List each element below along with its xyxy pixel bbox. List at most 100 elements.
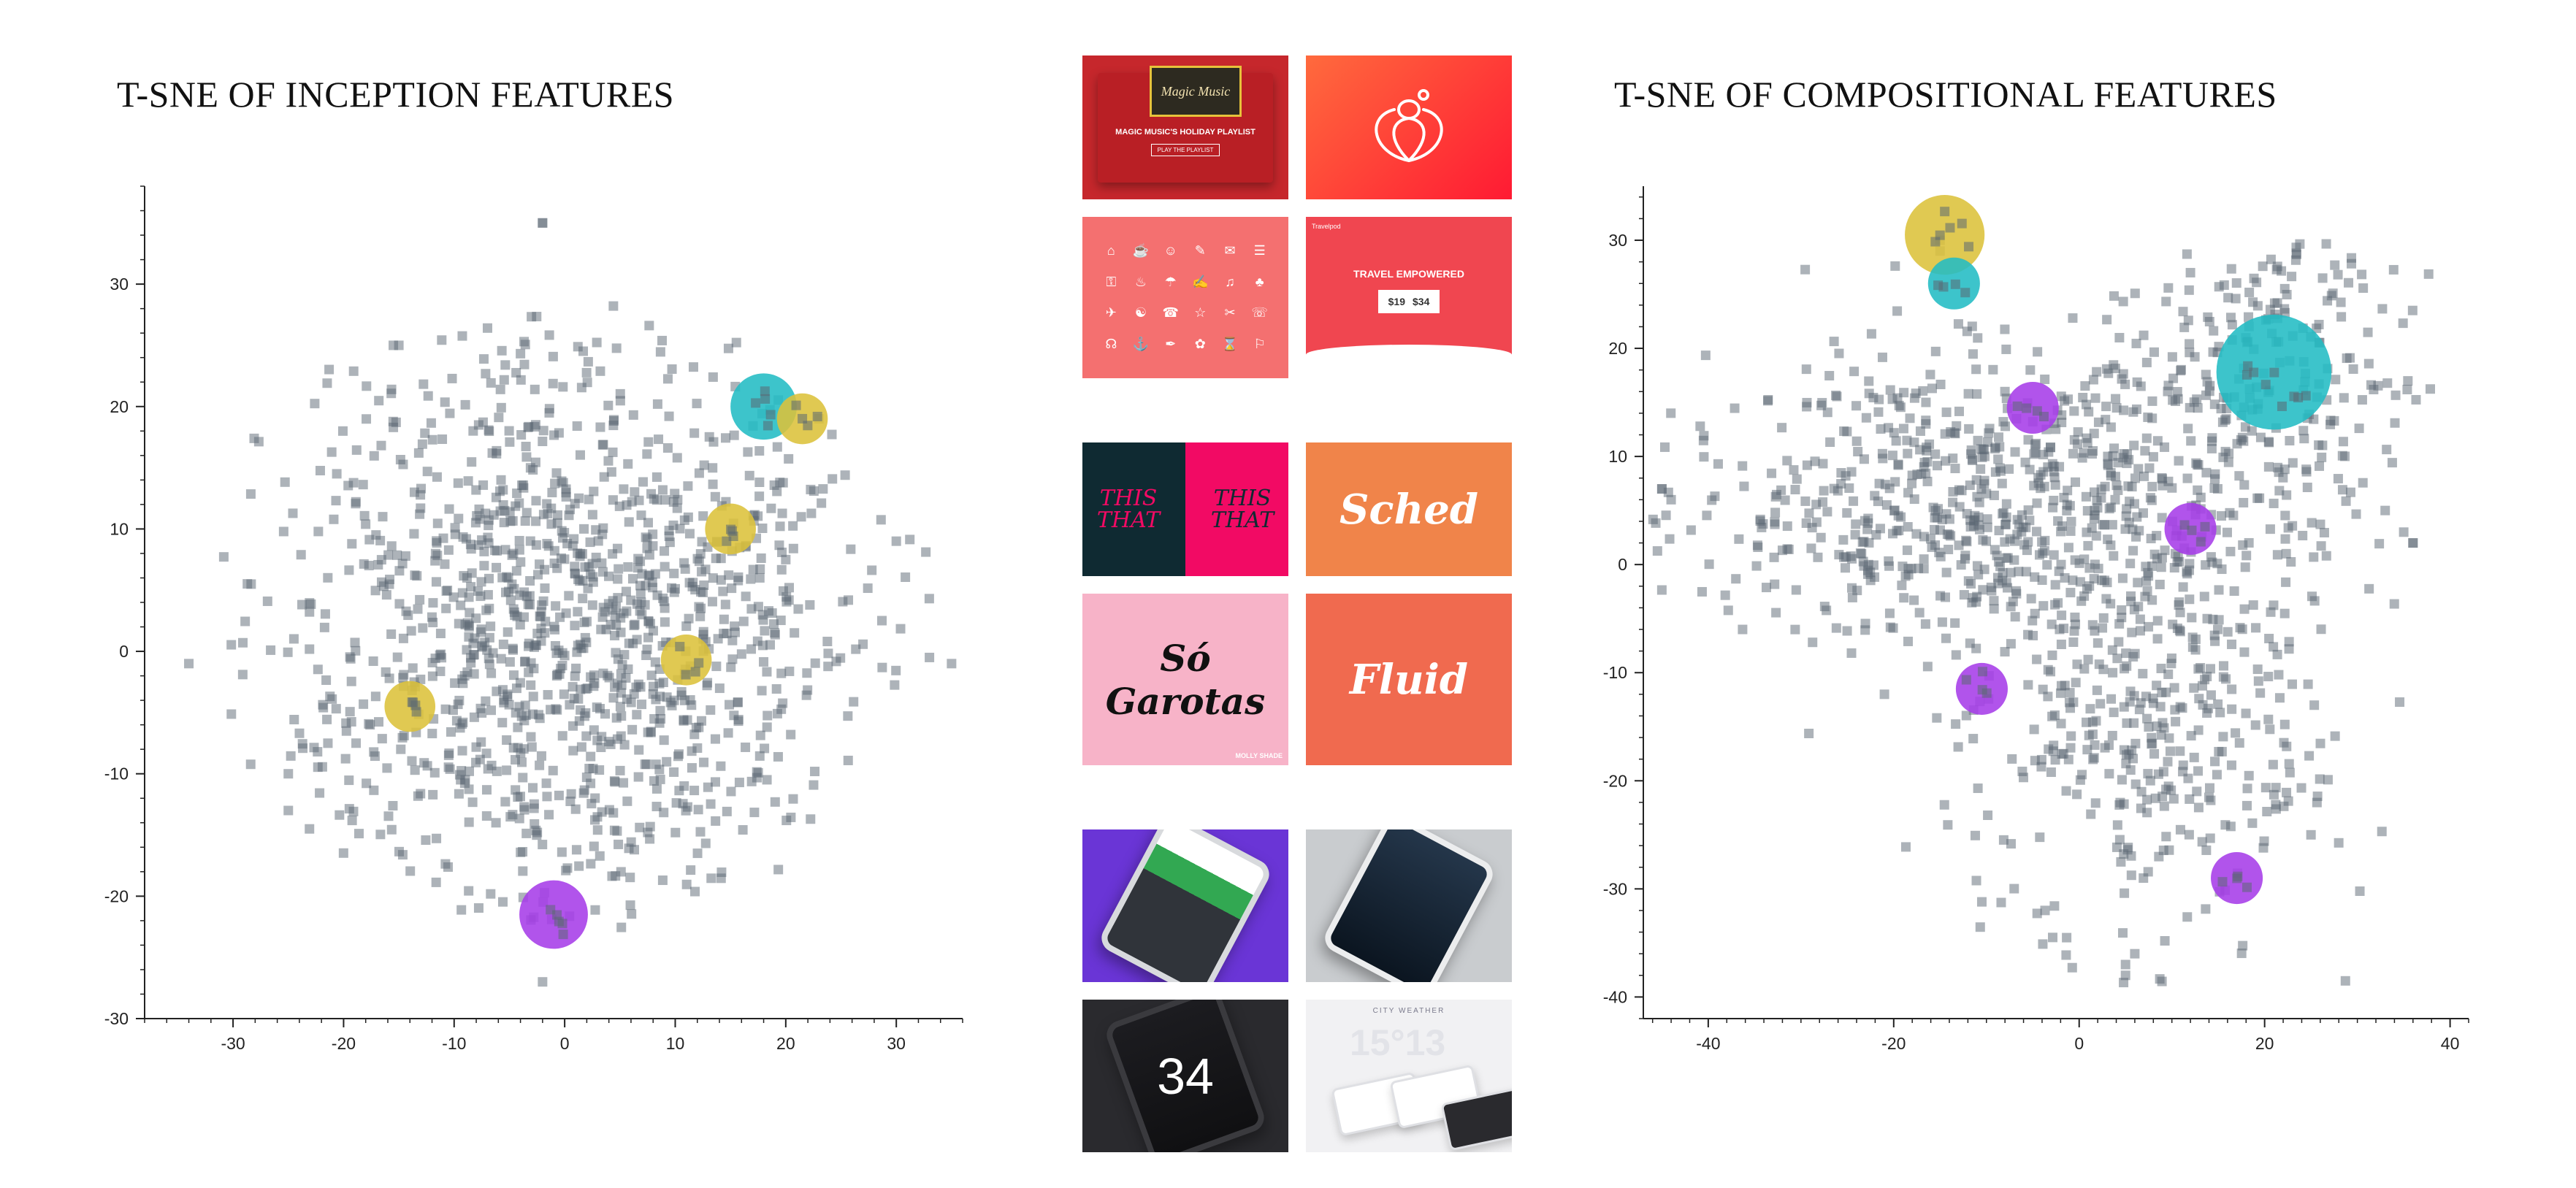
- data-point: [420, 428, 430, 438]
- data-point: [1943, 820, 1953, 830]
- data-point: [679, 715, 689, 725]
- data-point: [2363, 327, 2373, 337]
- data-point: [498, 639, 508, 649]
- data-point: [383, 811, 394, 821]
- data-point: [1961, 675, 1971, 685]
- data-point: [2358, 478, 2368, 488]
- data-point: [876, 515, 886, 525]
- data-point: [660, 495, 670, 505]
- data-point: [457, 331, 467, 341]
- data-point: [408, 663, 418, 673]
- data-point: [2129, 499, 2139, 509]
- data-point: [2082, 717, 2092, 727]
- data-point: [2279, 719, 2290, 729]
- data-point: [2117, 374, 2127, 384]
- data-point: [2331, 375, 2341, 385]
- data-point: [1884, 561, 1895, 571]
- data-point: [2163, 283, 2174, 293]
- sched-logo: Sched: [1339, 485, 1479, 534]
- y-tick-label: 20: [110, 397, 129, 416]
- data-point: [1976, 464, 1986, 474]
- data-point: [2092, 496, 2102, 506]
- data-point: [2340, 976, 2350, 986]
- data-point: [422, 761, 432, 771]
- data-point: [699, 757, 709, 767]
- data-point: [2139, 873, 2149, 884]
- data-point: [2092, 638, 2103, 648]
- data-point: [362, 778, 372, 789]
- purple-example-panel: 34 CITY WEATHER 15°13: [1065, 810, 1529, 1171]
- data-point: [294, 728, 305, 738]
- data-point: [2130, 779, 2141, 789]
- data-point: [2069, 406, 2079, 416]
- data-point: [2287, 679, 2297, 689]
- data-point: [1978, 585, 1988, 595]
- data-point: [727, 635, 738, 645]
- travel-prices: $19 $34: [1377, 289, 1440, 313]
- data-point: [2119, 405, 2129, 415]
- data-point: [458, 678, 468, 689]
- data-point: [2260, 380, 2271, 390]
- data-point: [612, 543, 622, 553]
- data-point: [2148, 452, 2158, 462]
- data-point: [1834, 348, 1844, 359]
- data-point: [2130, 648, 2140, 659]
- data-point: [699, 460, 709, 470]
- data-point: [676, 686, 687, 697]
- data-point: [1989, 490, 1999, 500]
- data-point: [538, 977, 548, 987]
- data-point: [2316, 624, 2326, 635]
- data-point: [670, 827, 681, 838]
- data-point: [484, 425, 494, 435]
- data-point: [1953, 319, 1963, 329]
- data-point: [771, 684, 781, 694]
- data-point: [492, 686, 502, 697]
- data-point: [2212, 483, 2223, 494]
- data-point: [427, 729, 437, 739]
- data-point: [538, 510, 549, 520]
- data-point: [2238, 540, 2248, 551]
- data-point: [1859, 454, 1869, 464]
- data-point: [681, 621, 692, 632]
- data-point: [2199, 591, 2209, 602]
- data-point: [1998, 417, 2009, 427]
- data-point: [337, 426, 348, 436]
- data-point: [535, 611, 546, 621]
- data-point: [526, 680, 536, 690]
- data-point: [2323, 296, 2333, 306]
- data-point: [772, 442, 782, 452]
- data-point: [2202, 708, 2212, 718]
- data-point: [552, 518, 562, 528]
- data-point: [2255, 688, 2266, 698]
- data-point: [2285, 767, 2295, 778]
- playlist-button: PLAY THE PLAYLIST: [1150, 144, 1220, 156]
- data-point: [1739, 481, 1749, 491]
- data-point: [245, 489, 256, 499]
- data-point: [2263, 714, 2274, 724]
- data-point: [1962, 326, 1972, 337]
- data-point: [2201, 560, 2211, 570]
- data-point: [2068, 575, 2078, 586]
- data-point: [2301, 464, 2312, 475]
- data-point: [378, 581, 389, 591]
- data-point: [573, 342, 583, 352]
- data-point: [1957, 486, 1967, 496]
- data-point: [2345, 487, 2355, 497]
- data-point: [2141, 433, 2152, 443]
- data-point: [2201, 467, 2212, 478]
- data-point: [520, 700, 530, 710]
- data-point: [505, 595, 516, 605]
- data-point: [2238, 940, 2248, 951]
- data-point: [462, 572, 472, 583]
- data-point: [511, 708, 521, 718]
- data-point: [765, 410, 776, 420]
- data-point: [2325, 419, 2336, 429]
- data-point: [2265, 724, 2275, 735]
- data-point: [891, 536, 901, 546]
- data-point: [2163, 756, 2173, 767]
- data-point: [1897, 562, 1908, 572]
- data-point: [1818, 497, 1828, 507]
- data-point: [1934, 548, 1944, 558]
- data-point: [710, 777, 720, 787]
